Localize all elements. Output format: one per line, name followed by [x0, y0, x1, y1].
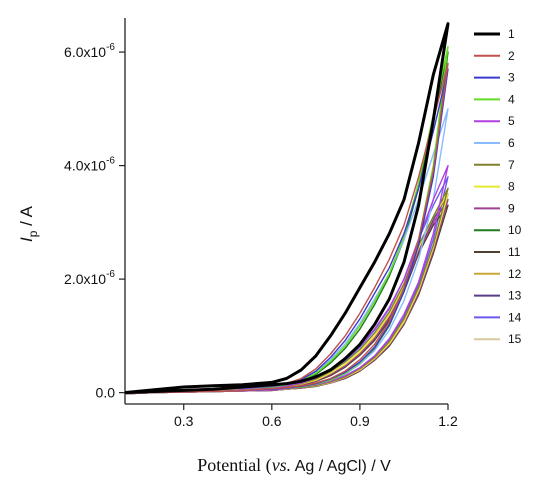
y-tick-label-exponent: -6 — [106, 156, 115, 167]
legend-label-15: 15 — [508, 332, 522, 346]
legend-label-3: 3 — [508, 71, 515, 85]
legend-label-14: 14 — [508, 310, 522, 324]
legend-label-2: 2 — [508, 49, 515, 63]
legend-label-13: 13 — [508, 289, 522, 303]
x-tick-label: 0.9 — [350, 413, 370, 429]
x-axis-title: Potential (vs. Ag / AgCl) / V — [197, 455, 391, 476]
legend-label-9: 9 — [508, 201, 515, 215]
legend-label-10: 10 — [508, 223, 522, 237]
y-axis-title-suffix: / A — [17, 205, 36, 230]
legend-label-12: 12 — [508, 267, 522, 281]
legend-label-6: 6 — [508, 136, 515, 150]
y-axis-ticks: 0.02.0x10-64.0x10-66.0x10-6 — [64, 42, 125, 401]
y-tick-label: 0.0 — [96, 385, 116, 401]
series-line-1 — [124, 22, 450, 395]
y-axis-title: Ip / A — [17, 205, 40, 242]
series-line-3 — [124, 68, 449, 395]
series-line-2 — [124, 62, 449, 395]
y-tick-label: 2.0x10-6 — [64, 269, 115, 287]
series-line-10 — [124, 51, 449, 395]
legend-label-8: 8 — [508, 180, 515, 194]
series-line-8 — [124, 193, 449, 395]
series-line-6 — [124, 108, 449, 395]
x-tick-label: 1.2 — [438, 413, 458, 429]
y-tick-label-exponent: -6 — [106, 42, 115, 53]
series-line-5 — [124, 164, 449, 395]
legend-label-5: 5 — [508, 114, 515, 128]
y-tick-label: 4.0x10-6 — [64, 156, 115, 174]
x-tick-label: 0.3 — [174, 413, 194, 429]
x-tick-label: 0.6 — [262, 413, 282, 429]
plot-series-group — [124, 22, 450, 395]
y-tick-label-base: 4.0x10 — [64, 158, 106, 174]
y-tick-label-base: 2.0x10 — [64, 271, 106, 287]
y-axis-title-main: I — [17, 237, 36, 242]
legend-label-11: 11 — [508, 245, 521, 259]
x-axis-title-suffix: Ag / AgCl) / V — [291, 458, 391, 475]
y-tick-label-base: 6.0x10 — [64, 44, 106, 60]
y-tick-label-exponent: -6 — [106, 269, 115, 280]
y-axis-title-sub: p — [26, 230, 40, 237]
y-tick-label: 6.0x10-6 — [64, 42, 115, 60]
legend-label-7: 7 — [508, 158, 515, 172]
legend-label-1: 1 — [508, 27, 515, 41]
y-tick-label-base: 0.0 — [96, 385, 116, 401]
x-axis-title-italic: vs. — [272, 455, 292, 475]
series-line-4 — [124, 45, 449, 395]
x-axis-title-prefix: Potential ( — [197, 455, 272, 476]
series-line-7 — [124, 187, 449, 395]
x-axis-ticks: 0.3 0.6 0.9 1.2 — [174, 404, 458, 429]
legend-label-4: 4 — [508, 92, 515, 106]
